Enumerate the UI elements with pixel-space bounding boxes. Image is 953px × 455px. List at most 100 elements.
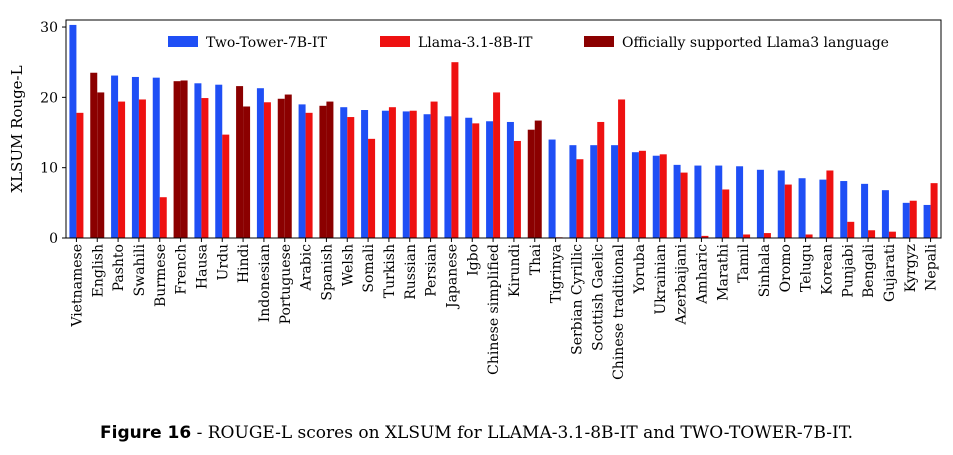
x-tick-label-oromo: Oromo bbox=[778, 244, 794, 292]
bar-two-tower-indonesian bbox=[256, 88, 264, 238]
bar-llama-sinhala bbox=[763, 233, 771, 238]
bar-llama-marathi bbox=[722, 189, 730, 238]
bar-two-tower-somali bbox=[361, 110, 369, 238]
legend-label-2: Llama-3.1-8B-IT bbox=[418, 35, 533, 51]
x-tick-label-gujarati: Gujarati bbox=[882, 243, 898, 302]
x-tick-label-thai: Thai bbox=[528, 243, 544, 275]
bar-llama-nepali bbox=[930, 183, 938, 238]
bar-two-tower-bengali bbox=[861, 183, 869, 238]
bar-llama-chinese-simplified bbox=[493, 92, 501, 239]
bar-llama-azerbaijani bbox=[680, 172, 688, 238]
bar-two-tower-igbo bbox=[465, 117, 473, 238]
x-tick-label-pashto: Pashto bbox=[111, 244, 127, 291]
x-tick-label-scottish-gaelic: Scottish Gaelic bbox=[590, 244, 606, 351]
legend-label-1: Two-Tower-7B-IT bbox=[206, 35, 328, 51]
bar-llama-chinese-traditional bbox=[618, 99, 626, 239]
x-tick-label-nepali: Nepali bbox=[924, 243, 940, 290]
x-tick-label-serbian-cyrillic: Serbian Cyrillic bbox=[569, 244, 585, 355]
y-tick-label: 20 bbox=[40, 90, 58, 106]
bar-two-tower-portuguese bbox=[277, 98, 285, 238]
bar-llama-korean bbox=[826, 170, 834, 238]
x-tick-label-yoruba: Yoruba bbox=[632, 244, 648, 294]
bar-two-tower-persian bbox=[423, 114, 431, 238]
x-tick-label-french: French bbox=[174, 244, 190, 295]
bar-llama-yoruba bbox=[638, 150, 646, 238]
bar-llama-spanish bbox=[326, 101, 334, 239]
caption-text: - ROUGE-L scores on XLSUM for LLAMA-3.1-… bbox=[191, 423, 853, 443]
bar-two-tower-thai bbox=[527, 129, 535, 238]
x-tick-label-urdu: Urdu bbox=[215, 244, 231, 280]
bar-llama-somali bbox=[368, 138, 376, 238]
bar-two-tower-nepali bbox=[923, 204, 931, 238]
bar-two-tower-korean bbox=[819, 179, 827, 238]
bar-two-tower-vietnamese bbox=[69, 24, 77, 239]
bar-llama-bengali bbox=[868, 230, 876, 238]
x-tick-label-kirundi: Kirundi bbox=[507, 243, 523, 297]
x-tick-label-hausa: Hausa bbox=[194, 244, 210, 289]
bar-llama-persian bbox=[430, 101, 438, 239]
x-tick-label-chinese-traditional: Chinese traditional bbox=[611, 243, 627, 379]
x-tick-label-indonesian: Indonesian bbox=[257, 244, 273, 322]
plot-frame bbox=[65, 19, 942, 239]
x-tick-label-somali: Somali bbox=[361, 243, 377, 292]
bar-llama-urdu bbox=[222, 134, 230, 238]
bar-two-tower-hindi bbox=[236, 86, 244, 238]
bar-llama-burmese bbox=[159, 197, 167, 238]
legend-swatch-1 bbox=[168, 36, 198, 47]
bar-llama-indonesian bbox=[263, 102, 271, 238]
bar-chart: XLSUM Rouge-L 0 10 20 30 Vietnamese English P… bbox=[8, 19, 942, 380]
bar-two-tower-gujarati bbox=[881, 190, 889, 238]
x-tick-label-turkish: Turkish bbox=[382, 244, 398, 298]
bar-two-tower-tigrinya bbox=[548, 139, 556, 238]
x-tick-label-ukrainian: Ukrainian bbox=[653, 244, 669, 315]
bar-two-tower-serbian-cyrillic bbox=[569, 145, 577, 238]
bar-two-tower-hausa bbox=[194, 83, 202, 239]
bar-llama-kyrgyz bbox=[909, 200, 917, 238]
bar-llama-amharic bbox=[701, 235, 709, 238]
bar-llama-gujarati bbox=[888, 231, 896, 238]
bar-llama-hindi bbox=[243, 106, 251, 239]
bar-two-tower-punjabi bbox=[840, 181, 848, 238]
x-tick-label-burmese: Burmese bbox=[153, 244, 169, 307]
figure-caption: Figure 16 - ROUGE-L scores on XLSUM for … bbox=[0, 423, 953, 443]
x-tick-label-portuguese: Portuguese bbox=[278, 244, 294, 324]
bar-llama-arabic bbox=[305, 112, 313, 238]
bar-llama-portuguese bbox=[284, 94, 292, 239]
bar-two-tower-kyrgyz bbox=[902, 202, 910, 238]
x-tick-label-tamil: Tamil bbox=[736, 243, 752, 282]
legend-label-3: Officially supported Llama3 language bbox=[622, 35, 889, 51]
bar-two-tower-french bbox=[173, 81, 181, 238]
bar-llama-welsh bbox=[347, 117, 355, 238]
x-tick-label-sinhala: Sinhala bbox=[757, 244, 773, 297]
y-tick-label: 30 bbox=[40, 20, 58, 36]
bar-two-tower-turkish bbox=[381, 110, 389, 238]
bar-two-tower-english bbox=[90, 72, 98, 238]
bar-llama-turkish bbox=[388, 107, 396, 238]
x-tick-label-japanese: Japanese bbox=[444, 244, 460, 310]
x-tick-label-igbo: Igbo bbox=[465, 244, 481, 276]
x-tick-label-kyrgyz: Kyrgyz bbox=[903, 244, 919, 292]
bar-two-tower-azerbaijani bbox=[673, 164, 681, 238]
bar-two-tower-chinese-traditional bbox=[611, 145, 619, 238]
bar-llama-swahili bbox=[138, 99, 146, 239]
bar-two-tower-yoruba bbox=[631, 152, 639, 238]
bar-two-tower-urdu bbox=[215, 84, 223, 238]
x-tick-label-vietnamese: Vietnamese bbox=[69, 244, 85, 328]
legend-swatch-3 bbox=[584, 36, 614, 47]
x-tick-label-swahili: Swahili bbox=[132, 243, 148, 296]
bar-two-tower-russian bbox=[402, 111, 410, 238]
bar-llama-vietnamese bbox=[76, 112, 84, 238]
bar-two-tower-burmese bbox=[152, 77, 160, 238]
bar-two-tower-arabic bbox=[298, 104, 306, 238]
x-tick-label-marathi: Marathi bbox=[715, 243, 731, 300]
bar-two-tower-pashto bbox=[111, 75, 119, 238]
bar-llama-pashto bbox=[118, 101, 126, 239]
bar-two-tower-spanish bbox=[319, 105, 327, 238]
bar-llama-english bbox=[97, 92, 105, 239]
bar-llama-hausa bbox=[201, 98, 209, 238]
bar-two-tower-telugu bbox=[798, 178, 806, 238]
bar-llama-japanese bbox=[451, 62, 459, 239]
bar-llama-oromo bbox=[784, 184, 792, 238]
bar-two-tower-sinhala bbox=[756, 169, 764, 238]
x-tick-label-azerbaijani: Azerbaijani bbox=[674, 243, 690, 325]
